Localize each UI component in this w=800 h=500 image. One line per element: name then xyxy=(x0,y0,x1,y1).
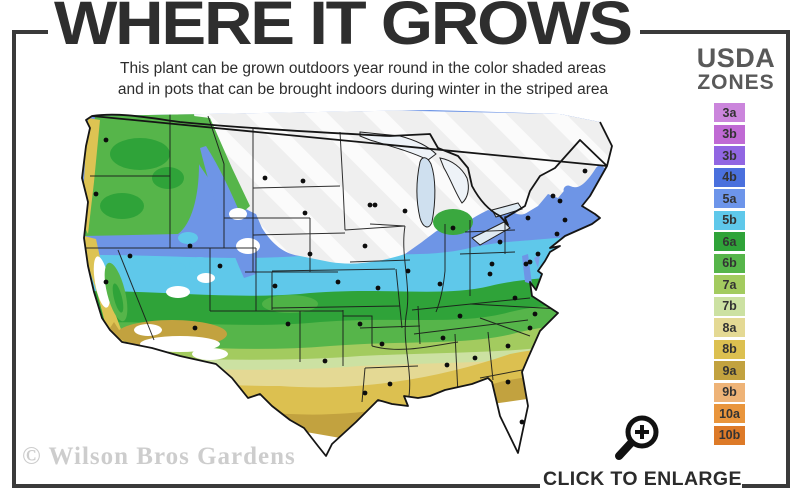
zone-swatch: 8b xyxy=(714,339,745,359)
zone-swatch: 7a xyxy=(714,275,745,294)
click-to-enlarge-label[interactable]: CLICK TO ENLARGE xyxy=(543,468,742,490)
zone-swatch: 3b xyxy=(714,146,745,165)
zone-swatch: 9a xyxy=(714,361,745,380)
frame-top-left xyxy=(12,30,48,34)
usda-zones-map[interactable] xyxy=(60,106,650,478)
zone-swatch: 7b xyxy=(714,296,745,316)
zone-swatch: 6b xyxy=(714,253,745,273)
subtitle-line-2: and in pots that can be brought indoors … xyxy=(117,81,609,98)
frame-top-right xyxy=(640,30,790,34)
frame-bottom-right xyxy=(742,484,790,488)
zone-swatch: 6a xyxy=(714,232,745,251)
state-borders xyxy=(86,112,561,403)
zone-swatch: 10b xyxy=(714,425,745,445)
frame-left xyxy=(12,30,16,488)
zone-swatch: 3a xyxy=(714,103,745,122)
subtitle: This plant can be grown outdoors year ro… xyxy=(60,58,666,100)
zone-swatch: 3b xyxy=(714,124,745,144)
zone-swatch: 5b xyxy=(714,210,745,230)
frame-bottom-left xyxy=(12,484,540,488)
usda-heading-line-1: USDA xyxy=(696,43,776,73)
watermark: © Wilson Bros Gardens xyxy=(22,443,296,470)
usda-zones-heading: USDA ZONES xyxy=(683,44,789,94)
zone-swatch: 5a xyxy=(714,189,745,208)
frame-right xyxy=(786,30,790,488)
subtitle-line-1: This plant can be grown outdoors year ro… xyxy=(120,60,606,77)
magnifier-zoom-in-icon[interactable] xyxy=(612,412,664,466)
zone-swatch: 8a xyxy=(714,318,745,337)
page-title: WHERE IT GROWS xyxy=(54,0,633,57)
zone-swatch: 10a xyxy=(714,404,745,423)
us-outline xyxy=(81,113,613,457)
zone-swatch: 9b xyxy=(714,382,745,402)
usda-zones-legend: 3a 3b 3b 4b 5a 5b 6a 6b 7a 7b 8a 8b 9a 9b 10a 10b xyxy=(714,103,746,447)
us-map-graphic xyxy=(81,110,613,457)
zone-swatch: 4b xyxy=(714,167,745,187)
usda-heading-line-2: ZONES xyxy=(697,71,775,94)
city-dots xyxy=(93,137,588,425)
